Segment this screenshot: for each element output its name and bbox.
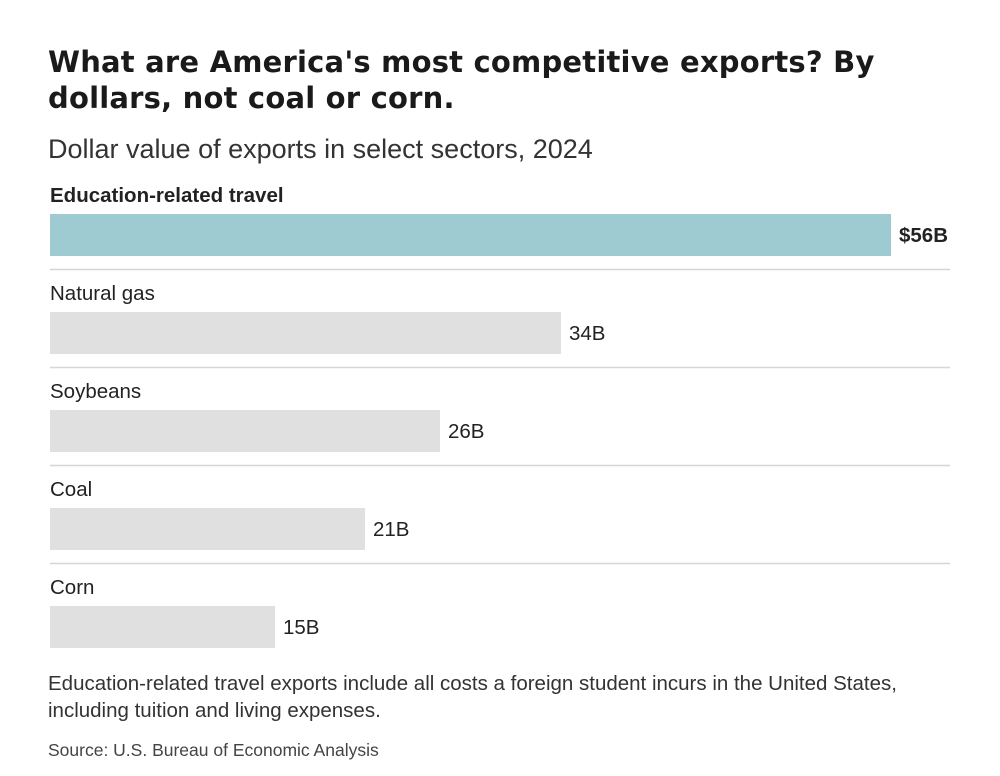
value-label: $56B: [899, 224, 948, 247]
value-label: 21B: [373, 518, 409, 541]
bar: [50, 410, 440, 452]
bar-row: Soybeans 26B: [50, 380, 950, 467]
chart-title: What are America's most competitive expo…: [48, 45, 875, 115]
chart-subtitle: Dollar value of exports in select sector…: [48, 134, 593, 164]
category-label: Natural gas: [50, 282, 155, 305]
bar: [50, 214, 891, 256]
chart-note: Education-related travel exports include…: [48, 672, 897, 722]
chart-source: Source: U.S. Bureau of Economic Analysis: [48, 740, 379, 760]
bar-row: Natural gas 34B: [50, 282, 950, 369]
value-label: 34B: [569, 322, 605, 345]
bar-row: Education-related travel $56B: [50, 184, 950, 271]
category-label: Coal: [50, 478, 92, 501]
bar-row: Corn 15B: [50, 576, 319, 648]
category-label: Soybeans: [50, 380, 141, 403]
bar: [50, 606, 275, 648]
value-label: 15B: [283, 616, 319, 639]
value-label: 26B: [448, 420, 484, 443]
bar-row: Coal 21B: [50, 478, 950, 565]
bar: [50, 312, 561, 354]
category-label: Corn: [50, 576, 94, 599]
bar: [50, 508, 365, 550]
category-label: Education-related travel: [50, 184, 284, 207]
